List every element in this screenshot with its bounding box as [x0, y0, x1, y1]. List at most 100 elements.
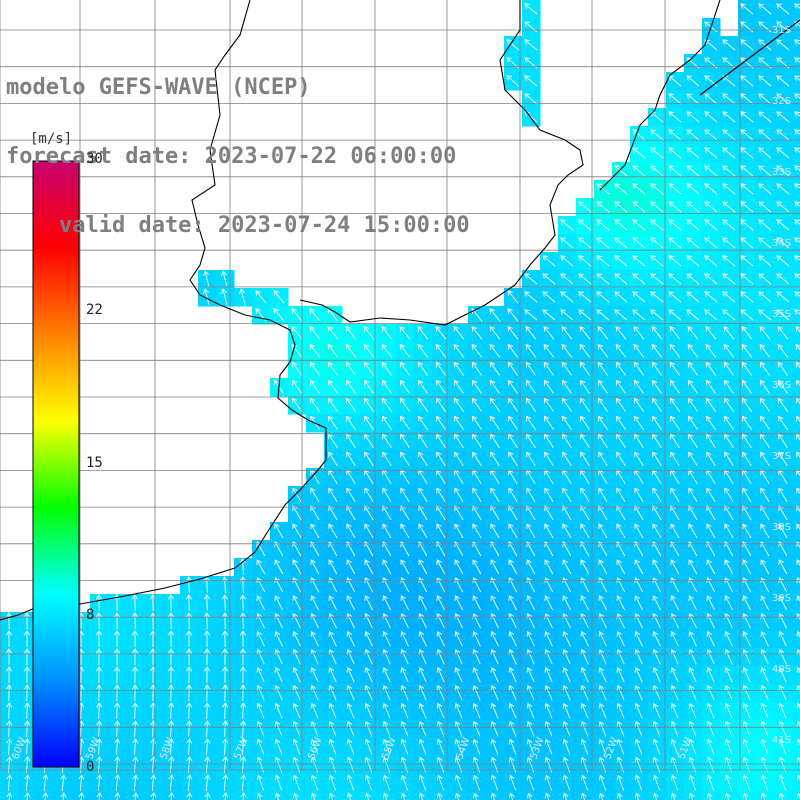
wind-arrow: [651, 326, 663, 340]
wind-arrow: [490, 684, 499, 701]
wind-arrow: [796, 595, 800, 603]
wind-arrow: [525, 361, 537, 376]
wind-arrow: [490, 720, 499, 737]
wind-arrow: [544, 415, 554, 430]
wind-arrow: [454, 774, 463, 791]
wind-arrow: [309, 397, 320, 412]
wind-arrow: [78, 774, 85, 792]
wind-arrow: [560, 219, 574, 231]
wind-arrow: [328, 505, 338, 521]
wind-arrow: [168, 792, 175, 800]
wind-arrow: [526, 774, 535, 791]
wind-arrow: [650, 255, 664, 267]
wind-arrow: [634, 415, 644, 430]
wind-arrow: [740, 291, 754, 303]
wind-arrow: [688, 720, 697, 737]
wind-arrow: [382, 720, 391, 737]
wind-arrow: [400, 684, 409, 701]
wind-arrow: [507, 290, 519, 304]
coastline-north: [599, 0, 800, 191]
wind-arrow: [526, 720, 535, 737]
wind-arrow: [346, 738, 355, 755]
wind-arrow: [724, 792, 731, 800]
wind-arrow: [687, 326, 699, 340]
wind-arrow: [543, 379, 554, 394]
wind-arrow: [616, 684, 625, 701]
wind-arrow: [598, 523, 608, 539]
wind-arrow: [167, 594, 174, 612]
wind-arrow: [168, 702, 175, 720]
wind-cell: [792, 108, 800, 127]
wind-arrow: [722, 219, 736, 231]
wind-cell: [792, 666, 800, 685]
wind-cell: [792, 684, 800, 703]
wind-arrow: [543, 361, 555, 376]
wind-arrow: [598, 648, 607, 665]
lat-label: 36S: [772, 380, 791, 391]
wind-arrow: [668, 201, 682, 213]
wind-arrow: [741, 361, 753, 376]
wind-arrow: [436, 648, 445, 665]
wind-arrow: [6, 720, 13, 738]
wind-arrow: [706, 433, 716, 448]
wind-arrow: [670, 684, 679, 701]
wind-arrow: [616, 774, 625, 791]
wind-arrow: [274, 774, 283, 791]
wind-arrow: [686, 201, 700, 213]
wind-arrow: [724, 738, 733, 755]
wind-arrow: [596, 201, 610, 213]
wind-arrow: [670, 415, 680, 430]
wind-arrow: [580, 559, 590, 575]
wind-arrow: [670, 505, 680, 521]
wind-arrow: [724, 595, 734, 611]
wind-arrow: [794, 111, 800, 117]
wind-arrow: [634, 451, 644, 466]
wind-arrow: [688, 595, 698, 611]
wind-arrow: [6, 774, 13, 792]
wind-arrow: [24, 720, 31, 738]
wind-arrow: [490, 433, 500, 448]
wind-arrow: [668, 111, 682, 123]
wind-arrow: [562, 559, 572, 575]
wind-cell: [792, 486, 800, 505]
wind-arrow: [292, 720, 301, 737]
wind-arrow: [706, 648, 715, 665]
wind-arrow: [687, 379, 698, 394]
wind-arrow: [346, 774, 355, 791]
wind-arrow: [706, 666, 715, 683]
wind-arrow: [686, 291, 700, 303]
wind-arrow: [203, 648, 211, 665]
wind-arrow: [222, 684, 229, 702]
wind-arrow: [614, 291, 628, 303]
wind-arrow: [526, 415, 536, 430]
wind-arrow: [704, 93, 718, 105]
wind-arrow: [526, 433, 536, 448]
valid-date: valid date: 2023-07-24 15:00:00: [6, 213, 470, 238]
wind-arrow: [742, 792, 749, 800]
wind-arrow: [706, 684, 715, 701]
lat-label: 41S: [772, 735, 791, 746]
wind-arrow: [526, 684, 535, 701]
wind-arrow: [598, 559, 608, 575]
wind-arrow: [24, 684, 31, 702]
wind-arrow: [508, 595, 518, 611]
wind-arrow: [652, 433, 662, 448]
wind-arrow: [796, 541, 800, 549]
lat-label: 37S: [772, 451, 791, 462]
wind-arrow: [758, 39, 772, 51]
wind-arrow: [794, 255, 800, 261]
wind-arrow: [778, 720, 787, 737]
wind-arrow: [706, 720, 715, 737]
wind-cell: [792, 216, 800, 235]
wind-arrow: [454, 720, 463, 737]
wind-arrow: [632, 291, 646, 303]
wind-arrow: [436, 451, 446, 466]
wind-arrow: [668, 255, 682, 267]
wind-arrow: [670, 792, 677, 800]
wind-cell: [792, 468, 800, 487]
wind-arrow: [436, 631, 445, 647]
wind-arrow: [292, 595, 302, 611]
wind-arrow: [544, 451, 554, 466]
wind-arrow: [472, 595, 482, 611]
wind-arrow: [669, 361, 681, 376]
